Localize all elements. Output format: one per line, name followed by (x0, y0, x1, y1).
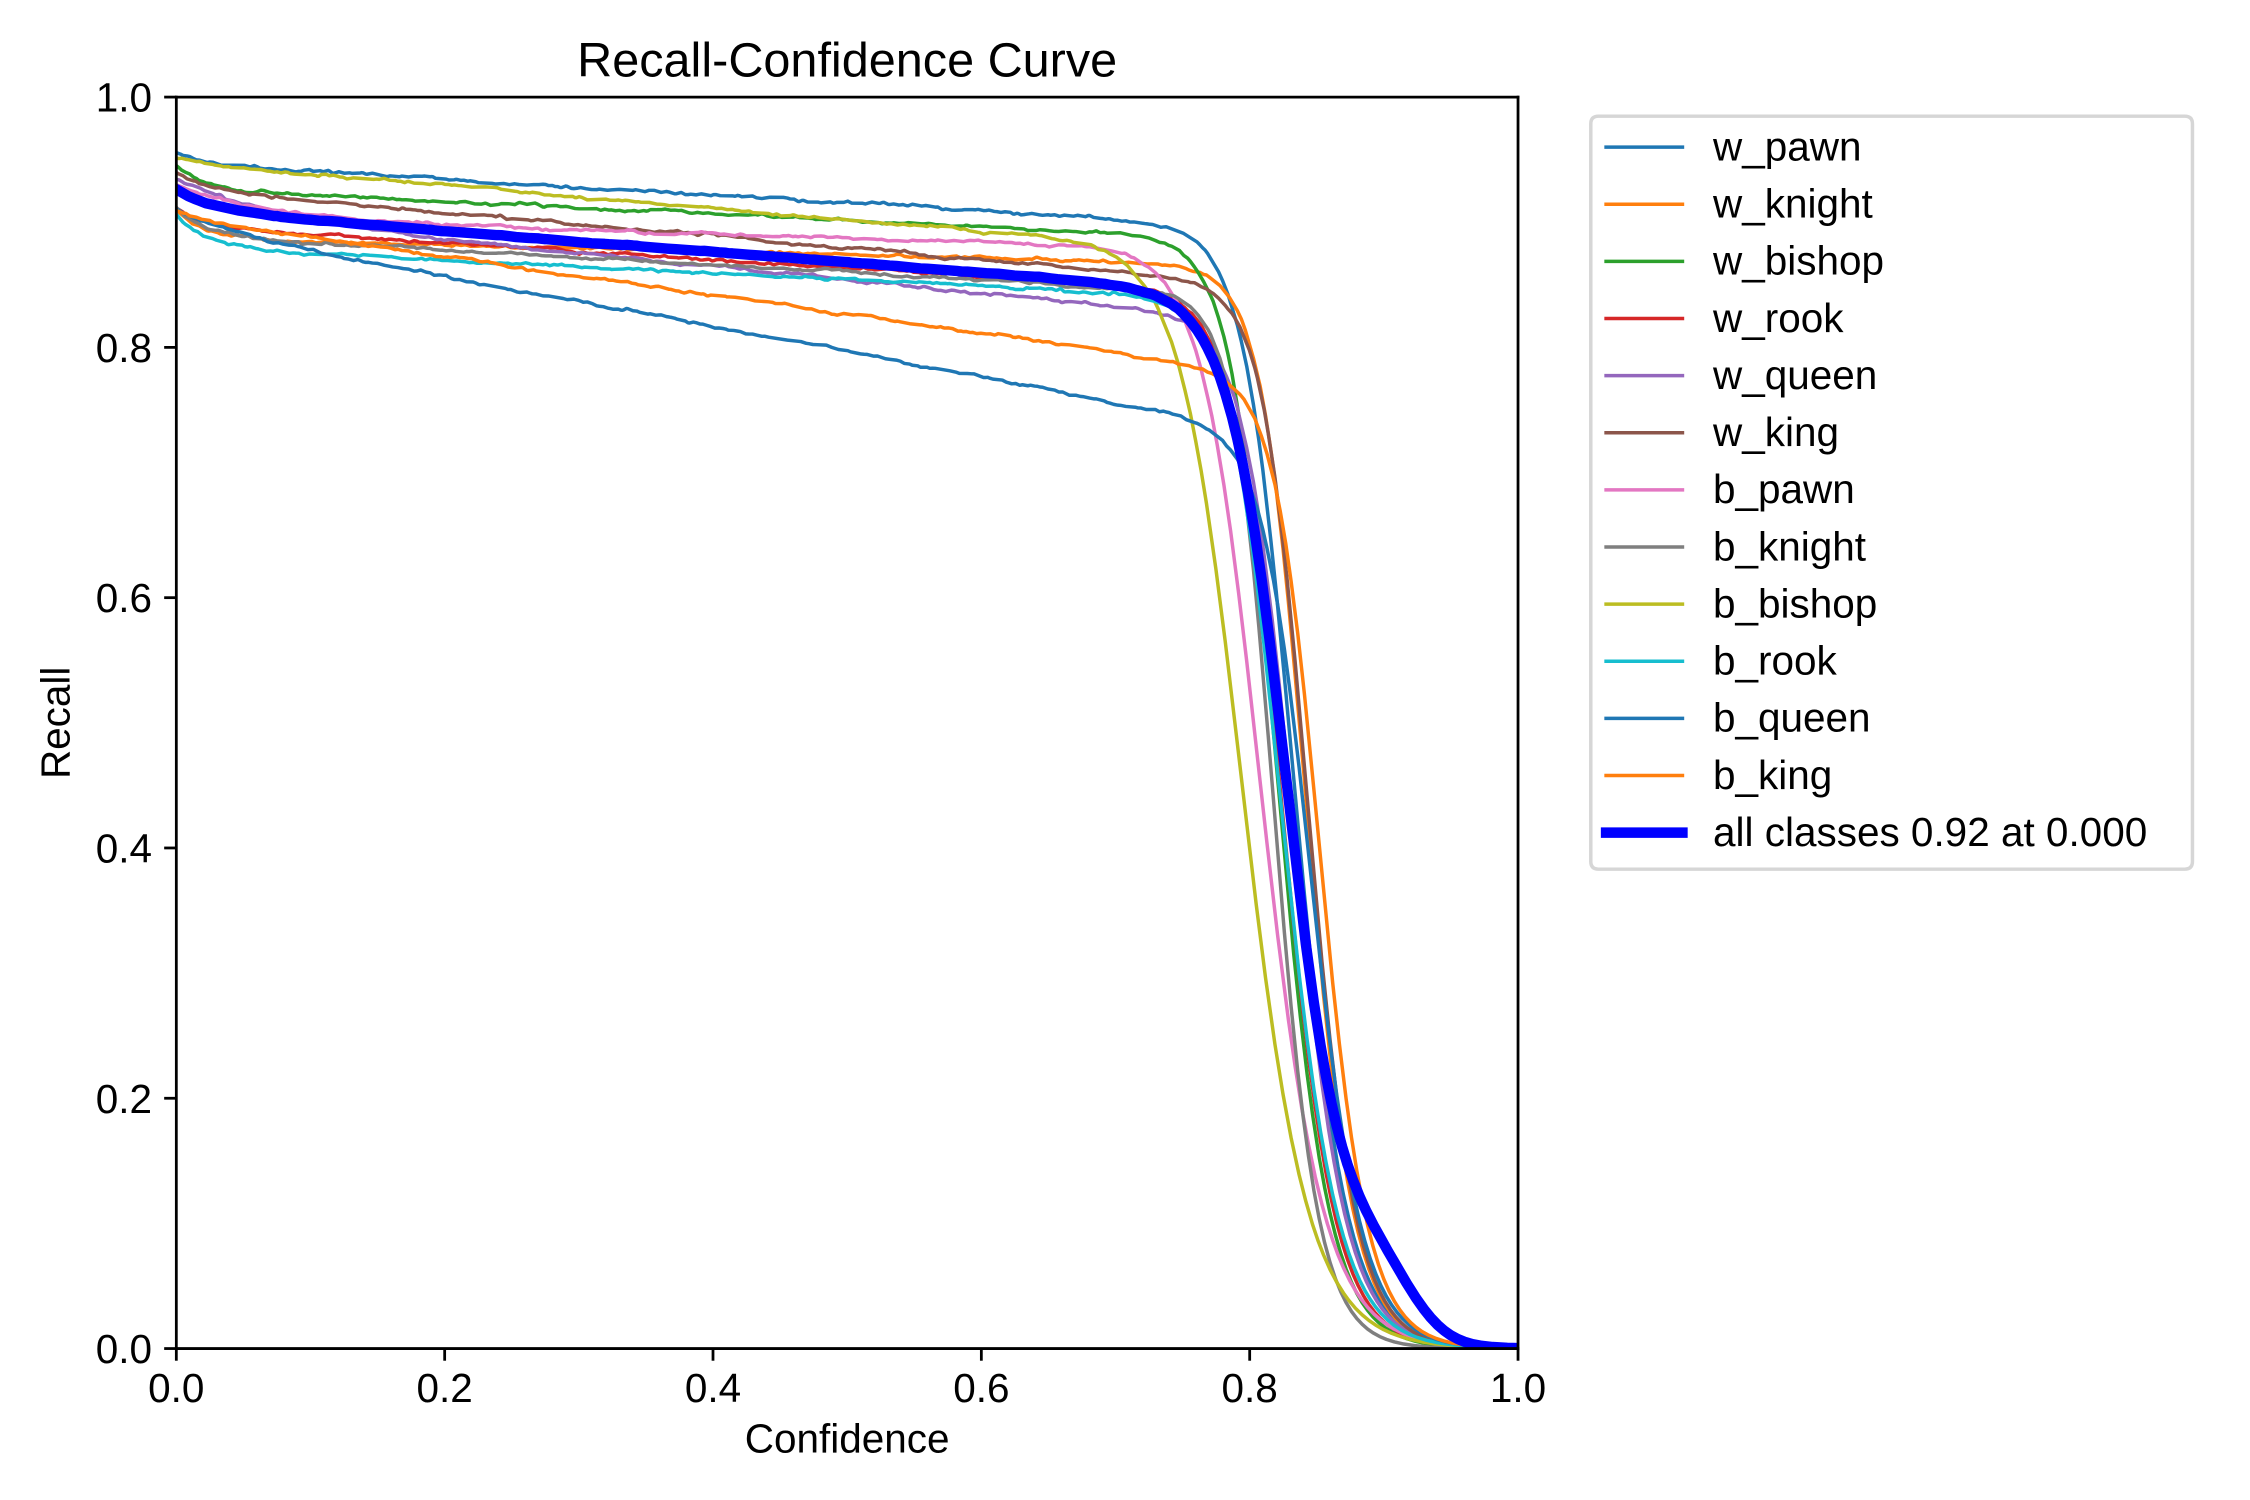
svg-text:0.0: 0.0 (148, 1365, 204, 1411)
svg-text:0.8: 0.8 (1222, 1365, 1278, 1411)
svg-text:w_queen: w_queen (1712, 352, 1877, 398)
svg-text:0.6: 0.6 (96, 575, 152, 621)
svg-text:b_king: b_king (1713, 752, 1832, 798)
svg-text:Confidence: Confidence (745, 1416, 950, 1462)
svg-text:Recall: Recall (32, 667, 78, 779)
svg-text:b_pawn: b_pawn (1713, 466, 1855, 512)
svg-text:0.4: 0.4 (685, 1365, 741, 1411)
svg-text:w_knight: w_knight (1712, 181, 1873, 227)
svg-text:w_king: w_king (1712, 409, 1839, 455)
svg-text:b_rook: b_rook (1713, 638, 1838, 684)
svg-text:0.2: 0.2 (96, 1076, 152, 1122)
svg-text:0.0: 0.0 (96, 1326, 152, 1372)
svg-text:0.2: 0.2 (417, 1365, 473, 1411)
svg-text:w_bishop: w_bishop (1712, 238, 1884, 284)
svg-text:w_rook: w_rook (1712, 295, 1844, 341)
svg-text:0.6: 0.6 (953, 1365, 1009, 1411)
svg-text:1.0: 1.0 (96, 75, 152, 121)
svg-text:0.4: 0.4 (96, 825, 152, 871)
svg-text:b_knight: b_knight (1713, 523, 1866, 569)
svg-text:all classes 0.92 at 0.000: all classes 0.92 at 0.000 (1713, 809, 2147, 855)
svg-text:b_bishop: b_bishop (1713, 580, 1877, 626)
svg-text:b_queen: b_queen (1713, 695, 1871, 741)
svg-text:1.0: 1.0 (1490, 1365, 1546, 1411)
svg-text:Recall-Confidence Curve: Recall-Confidence Curve (577, 33, 1117, 87)
svg-text:w_pawn: w_pawn (1712, 123, 1861, 169)
svg-text:0.8: 0.8 (96, 325, 152, 371)
